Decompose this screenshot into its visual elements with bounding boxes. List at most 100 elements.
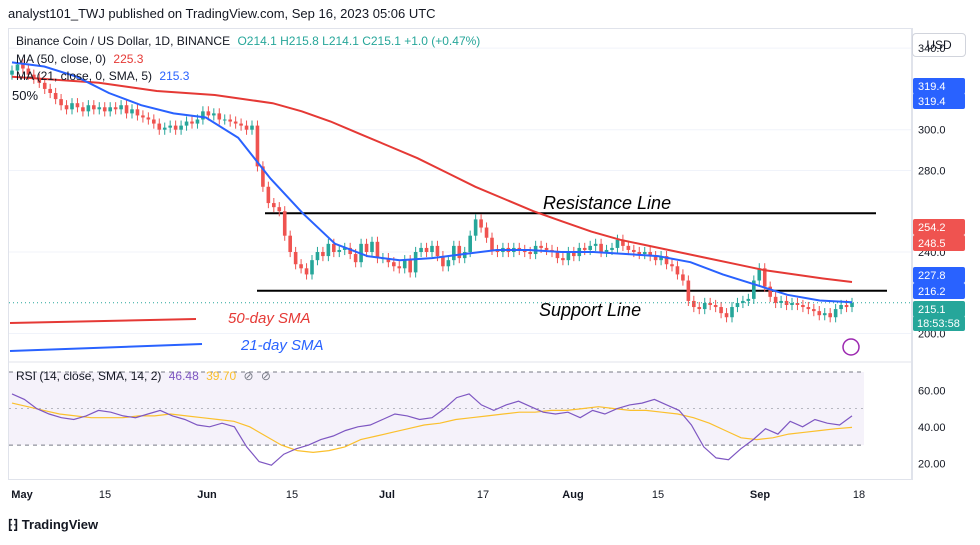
price-tick-label: 200.0	[918, 329, 946, 341]
candle-body	[102, 107, 107, 112]
candle-body	[773, 296, 778, 303]
candle-body	[724, 313, 729, 318]
time-tick-label: 15	[286, 489, 298, 501]
candle-body	[741, 300, 745, 303]
price-axis[interactable]	[912, 28, 972, 480]
candle-body	[233, 121, 238, 124]
rsi-tick-label: 60.00	[918, 385, 946, 397]
candle-body	[244, 125, 249, 130]
candle-body	[784, 300, 789, 305]
candle-body	[730, 307, 734, 318]
candle-body	[735, 302, 740, 308]
price-label-badge	[913, 219, 965, 235]
candle-body	[588, 245, 592, 250]
settings-icon[interactable]: ⊘	[260, 369, 271, 383]
candle-body	[632, 249, 636, 252]
candle-body	[392, 262, 396, 267]
candle-body	[697, 307, 702, 310]
candle-body	[353, 254, 358, 263]
rsi-tick-label: 20.00	[918, 458, 946, 470]
candle-body	[81, 107, 85, 112]
candle-body	[801, 305, 805, 308]
chart-panel[interactable]	[8, 28, 912, 480]
price-label-text: 319.4	[918, 96, 946, 108]
candle-body	[288, 235, 292, 252]
price-tick-label: 340.0	[918, 43, 946, 55]
publisher-text: analyst101_TWJ published on TradingView.…	[8, 6, 436, 21]
candle-body	[490, 237, 494, 250]
rsi-label: RSI (14, close, SMA, 14, 2)	[16, 369, 162, 383]
candle-body	[228, 119, 232, 122]
legend-ma21-row: MA (21, close, 0, SMA, 5) 215.3	[16, 69, 189, 83]
candle-body	[528, 252, 532, 255]
candle-body	[266, 186, 271, 204]
ma21-annotation: 21-day SMA	[240, 337, 324, 354]
candle-body	[435, 245, 440, 257]
candle-body	[195, 119, 200, 124]
candle-body	[179, 125, 183, 130]
candle-body	[457, 245, 462, 259]
rsi-sma-value: 39.70	[206, 369, 237, 383]
candle-body	[162, 127, 167, 130]
price-label-text: 216.2	[918, 286, 946, 298]
candle-body	[59, 99, 63, 106]
candle-body	[75, 103, 80, 108]
candle-body	[757, 268, 762, 281]
candle-body	[430, 245, 434, 252]
candle-body	[686, 280, 691, 301]
symbol-label: Binance Coin / US Dollar, 1D, BINANCE	[16, 34, 231, 48]
ohlc-values: O214.1 H215.8 L214.1 C215.1 +1.0 (+0.47%…	[237, 34, 481, 48]
candle-body	[779, 300, 783, 303]
candle-body	[762, 268, 767, 287]
candle-body	[190, 121, 194, 124]
ma21-legend-line	[9, 343, 203, 352]
price-tick-label: 280.0	[918, 165, 946, 177]
candle-body	[201, 111, 205, 120]
candle-body	[157, 123, 162, 130]
candle-body	[692, 300, 696, 308]
candle-body	[746, 298, 751, 301]
candle-body	[637, 252, 642, 255]
candle-body	[146, 117, 151, 120]
candle-body	[135, 109, 140, 116]
ma21-value: 215.3	[159, 69, 190, 83]
tradingview-logo-icon: ⁅⁆	[8, 517, 19, 532]
candle-body	[173, 125, 178, 130]
candle-body	[217, 113, 222, 120]
candle-body	[708, 302, 712, 305]
candle-body	[212, 113, 216, 116]
candle-body	[108, 107, 112, 112]
ma50-line	[11, 75, 853, 283]
time-tick-label: Jun	[197, 489, 217, 501]
candle-body	[86, 105, 91, 112]
candle-body	[599, 243, 603, 252]
candle-body	[621, 239, 625, 246]
candle-body	[293, 252, 298, 265]
candle-body	[610, 247, 614, 250]
time-tick-label: 18	[853, 489, 865, 501]
candle-body	[408, 260, 412, 273]
price-label-text: 254.2	[918, 222, 946, 234]
candle-body	[615, 239, 620, 248]
candle-body	[752, 280, 756, 299]
candle-body	[261, 166, 265, 187]
candle-body	[473, 219, 478, 236]
candle-body	[15, 64, 20, 71]
candle-body	[42, 82, 47, 89]
currency-button[interactable]: USD	[912, 33, 966, 57]
candle-body	[321, 252, 325, 257]
hide-icon[interactable]: ⊘	[243, 369, 254, 383]
candle-body	[795, 302, 800, 305]
price-tick-label: 300.0	[918, 125, 946, 137]
candle-body	[582, 247, 587, 250]
candle-body	[32, 74, 36, 79]
price-label-badge	[913, 235, 965, 251]
candle-body	[806, 307, 811, 310]
time-tick-label: Sep	[750, 489, 770, 501]
candle-body	[97, 107, 102, 110]
ma50-annotation: 50-day SMA	[228, 310, 311, 327]
candle-body	[141, 115, 145, 118]
publisher-header: analyst101_TWJ published on TradingView.…	[0, 0, 980, 28]
candle-body	[342, 247, 347, 250]
